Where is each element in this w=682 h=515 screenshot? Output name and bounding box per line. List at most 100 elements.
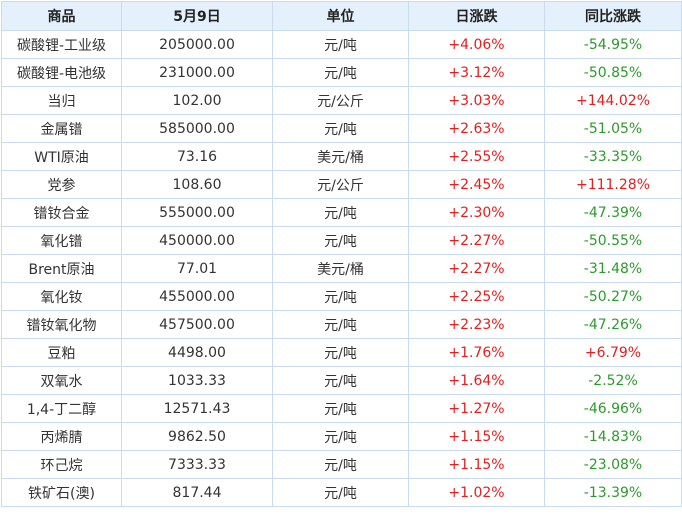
- cell-unit: 元/吨: [272, 338, 409, 367]
- header-unit: 单位: [272, 1, 409, 31]
- cell-commodity-name: 碳酸锂-电池级: [1, 58, 122, 87]
- cell-price: 457500.00: [121, 310, 273, 339]
- cell-yoy-change: -33.35%: [544, 142, 682, 171]
- cell-daily-change: +1.76%: [408, 338, 545, 367]
- cell-commodity-name: 镨钕合金: [1, 198, 122, 227]
- cell-yoy-change: +144.02%: [544, 86, 682, 115]
- cell-daily-change: +3.03%: [408, 86, 545, 115]
- cell-unit: 元/吨: [272, 478, 409, 507]
- cell-commodity-name: 氧化钕: [1, 282, 122, 311]
- cell-daily-change: +4.06%: [408, 30, 545, 59]
- cell-daily-change: +1.27%: [408, 394, 545, 423]
- table-row: 双氧水 1033.33 元/吨 +1.64% -2.52%: [1, 366, 682, 395]
- cell-yoy-change: -47.26%: [544, 310, 682, 339]
- cell-commodity-name: 豆粕: [1, 338, 122, 367]
- cell-yoy-change: -50.27%: [544, 282, 682, 311]
- cell-commodity-name: 氧化镨: [1, 226, 122, 255]
- cell-price: 1033.33: [121, 366, 273, 395]
- cell-yoy-change: +111.28%: [544, 170, 682, 199]
- table-row: 铁矿石(澳) 817.44 元/吨 +1.02% -13.39%: [1, 478, 682, 507]
- table-row: 镨钕合金 555000.00 元/吨 +2.30% -47.39%: [1, 198, 682, 227]
- table-row: Brent原油 77.01 美元/桶 +2.27% -31.48%: [1, 254, 682, 283]
- table-row: 氧化钕 455000.00 元/吨 +2.25% -50.27%: [1, 282, 682, 311]
- cell-yoy-change: -46.96%: [544, 394, 682, 423]
- cell-unit: 元/吨: [272, 198, 409, 227]
- cell-unit: 美元/桶: [272, 142, 409, 171]
- cell-unit: 元/吨: [272, 282, 409, 311]
- cell-commodity-name: 当归: [1, 86, 122, 115]
- cell-unit: 元/吨: [272, 30, 409, 59]
- cell-daily-change: +1.15%: [408, 450, 545, 479]
- table-row: 环己烷 7333.33 元/吨 +1.15% -23.08%: [1, 450, 682, 479]
- cell-commodity-name: 1,4-丁二醇: [1, 394, 122, 423]
- cell-yoy-change: -31.48%: [544, 254, 682, 283]
- cell-commodity-name: 铁矿石(澳): [1, 478, 122, 507]
- cell-unit: 元/公斤: [272, 170, 409, 199]
- cell-yoy-change: -51.05%: [544, 114, 682, 143]
- cell-daily-change: +2.27%: [408, 226, 545, 255]
- cell-price: 450000.00: [121, 226, 273, 255]
- cell-yoy-change: -14.83%: [544, 422, 682, 451]
- table-row: 碳酸锂-工业级 205000.00 元/吨 +4.06% -54.95%: [1, 30, 682, 59]
- cell-daily-change: +3.12%: [408, 58, 545, 87]
- cell-commodity-name: 金属镨: [1, 114, 122, 143]
- cell-unit: 元/吨: [272, 114, 409, 143]
- table-row: 党参 108.60 元/公斤 +2.45% +111.28%: [1, 170, 682, 199]
- table-row: 当归 102.00 元/公斤 +3.03% +144.02%: [1, 86, 682, 115]
- cell-unit: 元/吨: [272, 394, 409, 423]
- cell-price: 585000.00: [121, 114, 273, 143]
- header-daily-change: 日涨跌: [408, 1, 545, 31]
- cell-commodity-name: 碳酸锂-工业级: [1, 30, 122, 59]
- cell-price: 9862.50: [121, 422, 273, 451]
- cell-yoy-change: -2.52%: [544, 366, 682, 395]
- cell-daily-change: +1.64%: [408, 366, 545, 395]
- cell-yoy-change: -23.08%: [544, 450, 682, 479]
- cell-commodity-name: 党参: [1, 170, 122, 199]
- table-row: 氧化镨 450000.00 元/吨 +2.27% -50.55%: [1, 226, 682, 255]
- cell-daily-change: +2.23%: [408, 310, 545, 339]
- table-row: 1,4-丁二醇 12571.43 元/吨 +1.27% -46.96%: [1, 394, 682, 423]
- cell-price: 555000.00: [121, 198, 273, 227]
- cell-daily-change: +1.02%: [408, 478, 545, 507]
- cell-price: 455000.00: [121, 282, 273, 311]
- cell-yoy-change: -50.55%: [544, 226, 682, 255]
- cell-price: 205000.00: [121, 30, 273, 59]
- cell-unit: 元/吨: [272, 450, 409, 479]
- table-row: 丙烯腈 9862.50 元/吨 +1.15% -14.83%: [1, 422, 682, 451]
- cell-yoy-change: -50.85%: [544, 58, 682, 87]
- cell-commodity-name: 环己烷: [1, 450, 122, 479]
- table-row: 镨钕氧化物 457500.00 元/吨 +2.23% -47.26%: [1, 310, 682, 339]
- cell-daily-change: +2.30%: [408, 198, 545, 227]
- cell-price: 73.16: [121, 142, 273, 171]
- cell-unit: 美元/桶: [272, 254, 409, 283]
- cell-price: 7333.33: [121, 450, 273, 479]
- cell-price: 12571.43: [121, 394, 273, 423]
- cell-yoy-change: -47.39%: [544, 198, 682, 227]
- cell-daily-change: +2.45%: [408, 170, 545, 199]
- cell-price: 231000.00: [121, 58, 273, 87]
- cell-daily-change: +2.55%: [408, 142, 545, 171]
- header-commodity: 商品: [1, 1, 122, 31]
- cell-price: 108.60: [121, 170, 273, 199]
- cell-daily-change: +1.15%: [408, 422, 545, 451]
- table-row: 豆粕 4498.00 元/吨 +1.76% +6.79%: [1, 338, 682, 367]
- cell-yoy-change: -13.39%: [544, 478, 682, 507]
- cell-unit: 元/吨: [272, 58, 409, 87]
- cell-price: 817.44: [121, 478, 273, 507]
- cell-daily-change: +2.27%: [408, 254, 545, 283]
- cell-yoy-change: +6.79%: [544, 338, 682, 367]
- table-row: WTI原油 73.16 美元/桶 +2.55% -33.35%: [1, 142, 682, 171]
- cell-price: 77.01: [121, 254, 273, 283]
- cell-daily-change: +2.25%: [408, 282, 545, 311]
- cell-unit: 元/吨: [272, 226, 409, 255]
- cell-daily-change: +2.63%: [408, 114, 545, 143]
- cell-yoy-change: -54.95%: [544, 30, 682, 59]
- cell-commodity-name: Brent原油: [1, 254, 122, 283]
- cell-commodity-name: 丙烯腈: [1, 422, 122, 451]
- cell-commodity-name: 镨钕氧化物: [1, 310, 122, 339]
- cell-price: 4498.00: [121, 338, 273, 367]
- table-header-row: 商品 5月9日 单位 日涨跌 同比涨跌: [1, 1, 682, 31]
- cell-unit: 元/公斤: [272, 86, 409, 115]
- table-body: 碳酸锂-工业级 205000.00 元/吨 +4.06% -54.95% 碳酸锂-电池级 2…: [1, 30, 682, 507]
